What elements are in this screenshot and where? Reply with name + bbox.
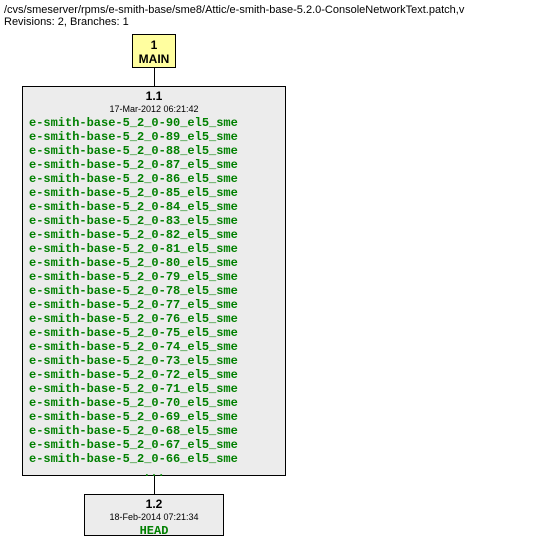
tag-item: e-smith-base-5_2_0-83_el5_sme xyxy=(29,214,285,228)
tag-item: e-smith-base-5_2_0-81_el5_sme xyxy=(29,242,285,256)
revision-node-1-1: 1.1 17-Mar-2012 06:21:42 e-smith-base-5_… xyxy=(22,86,286,476)
tag-item: e-smith-base-5_2_0-66_el5_sme xyxy=(29,452,285,466)
branch-index: 1 xyxy=(133,38,175,52)
tag-item: e-smith-base-5_2_0-87_el5_sme xyxy=(29,158,285,172)
revision-date: 17-Mar-2012 06:21:42 xyxy=(23,104,285,114)
tag-item: e-smith-base-5_2_0-84_el5_sme xyxy=(29,200,285,214)
tag-item: e-smith-base-5_2_0-86_el5_sme xyxy=(29,172,285,186)
tag-item: e-smith-base-5_2_0-70_el5_sme xyxy=(29,396,285,410)
branch-node-main: 1 MAIN xyxy=(132,34,176,68)
tag-item: e-smith-base-5_2_0-69_el5_sme xyxy=(29,410,285,424)
tag-item: e-smith-base-5_2_0-71_el5_sme xyxy=(29,382,285,396)
tag-item: e-smith-base-5_2_0-85_el5_sme xyxy=(29,186,285,200)
file-path: /cvs/smeserver/rpms/e-smith-base/sme8/At… xyxy=(4,4,550,16)
tag-item: e-smith-base-5_2_0-89_el5_sme xyxy=(29,130,285,144)
revisions-meta: Revisions: 2, Branches: 1 xyxy=(4,16,550,28)
tag-item: e-smith-base-5_2_0-76_el5_sme xyxy=(29,312,285,326)
revision-node-1-2: 1.2 18-Feb-2014 07:21:34 HEAD xyxy=(84,494,224,536)
branch-name: MAIN xyxy=(133,52,175,66)
tag-item: e-smith-base-5_2_0-78_el5_sme xyxy=(29,284,285,298)
revision-title: 1.2 xyxy=(85,497,223,511)
revision-title: 1.1 xyxy=(23,89,285,103)
connector-line xyxy=(154,476,155,494)
tag-list: e-smith-base-5_2_0-90_el5_smee-smith-bas… xyxy=(23,116,285,466)
tag-item: e-smith-base-5_2_0-90_el5_sme xyxy=(29,116,285,130)
tag-item: e-smith-base-5_2_0-88_el5_sme xyxy=(29,144,285,158)
tag-item: e-smith-base-5_2_0-79_el5_sme xyxy=(29,270,285,284)
tag-item: e-smith-base-5_2_0-75_el5_sme xyxy=(29,326,285,340)
tag-item: e-smith-base-5_2_0-73_el5_sme xyxy=(29,354,285,368)
tag-item: e-smith-base-5_2_0-74_el5_sme xyxy=(29,340,285,354)
head-tag: HEAD xyxy=(85,524,223,538)
tag-item: e-smith-base-5_2_0-68_el5_sme xyxy=(29,424,285,438)
tag-item: e-smith-base-5_2_0-77_el5_sme xyxy=(29,298,285,312)
connector-line xyxy=(154,68,155,86)
tag-item: e-smith-base-5_2_0-80_el5_sme xyxy=(29,256,285,270)
revision-date: 18-Feb-2014 07:21:34 xyxy=(85,512,223,522)
tag-item: e-smith-base-5_2_0-72_el5_sme xyxy=(29,368,285,382)
tag-item: e-smith-base-5_2_0-67_el5_sme xyxy=(29,438,285,452)
revision-graph: 1 MAIN 1.1 17-Mar-2012 06:21:42 e-smith-… xyxy=(4,34,550,542)
tag-item: e-smith-base-5_2_0-82_el5_sme xyxy=(29,228,285,242)
